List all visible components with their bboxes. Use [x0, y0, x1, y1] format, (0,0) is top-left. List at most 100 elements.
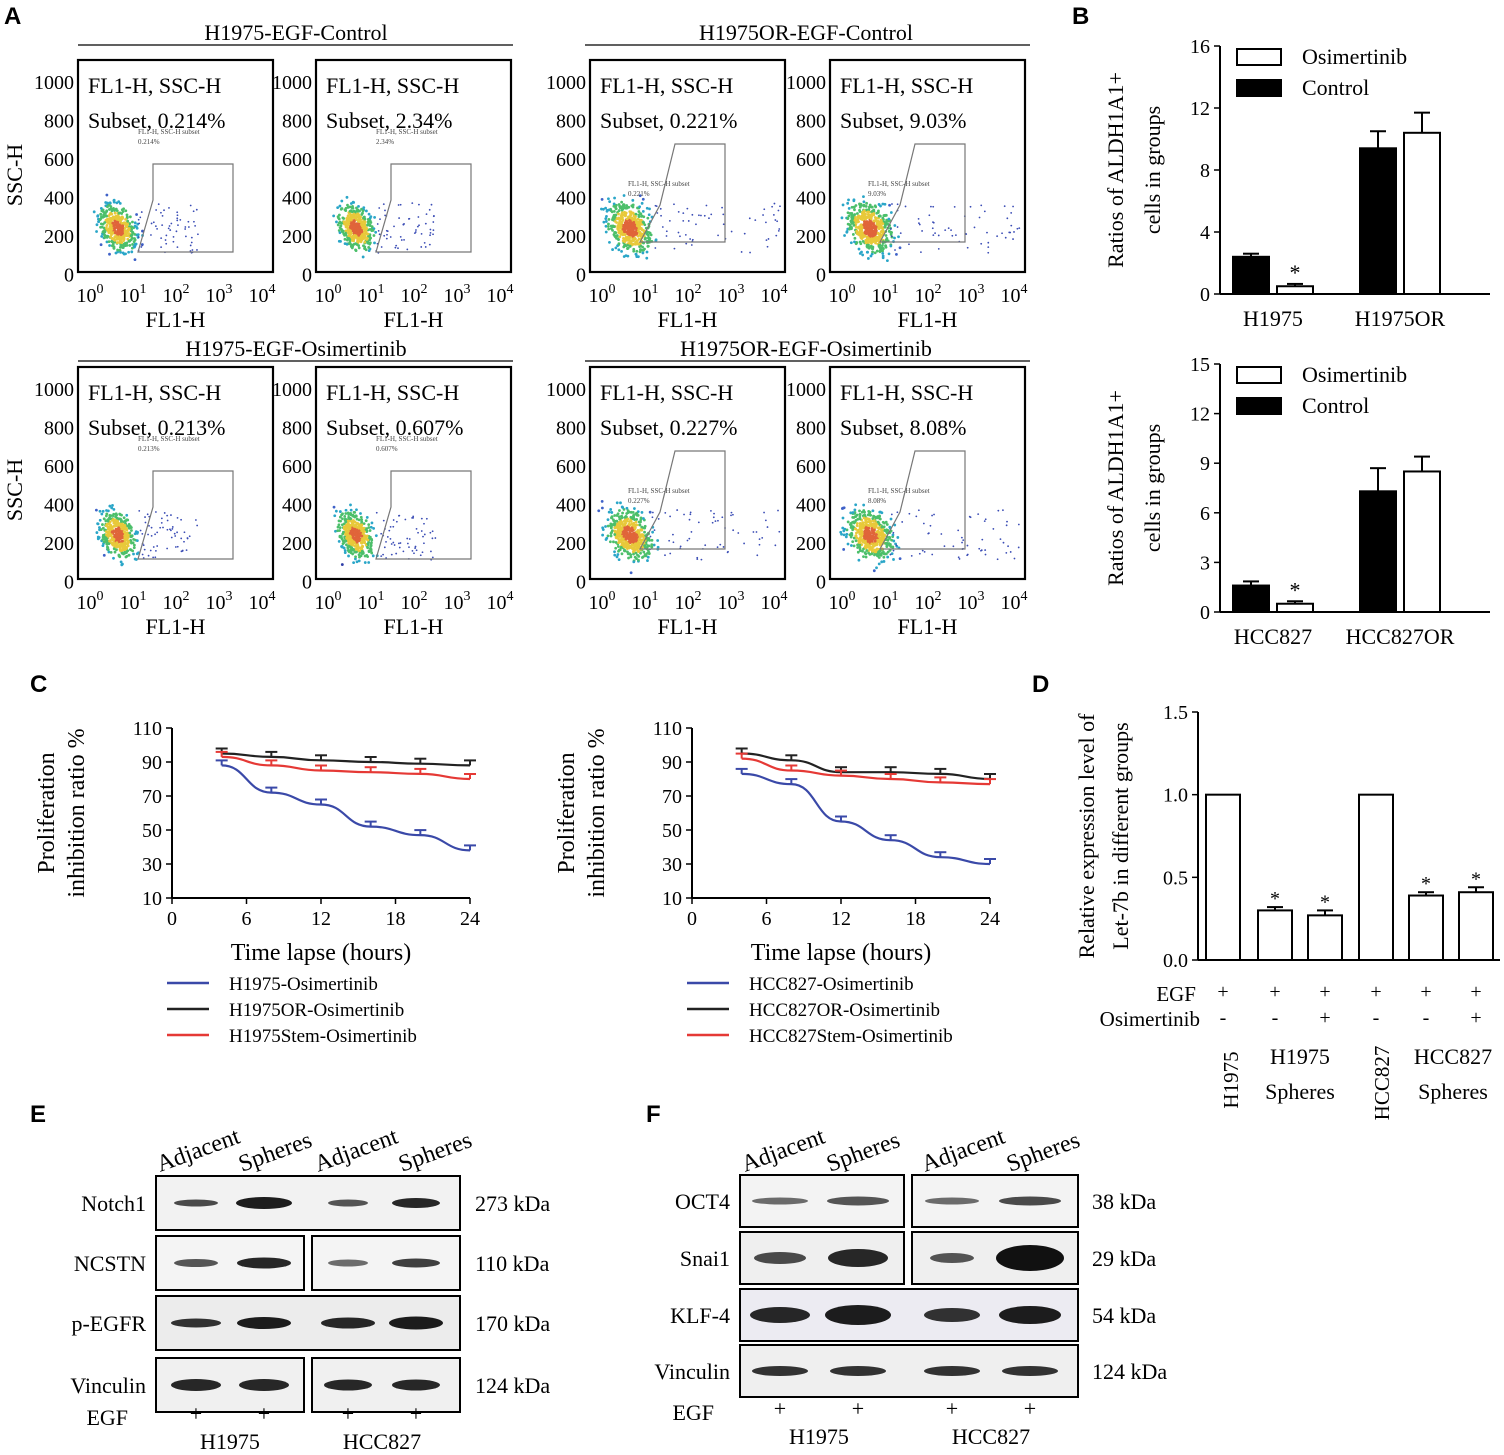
blot-band	[999, 1306, 1061, 1324]
panel-label-b: B	[1072, 3, 1089, 30]
x-tick-label: 18	[386, 908, 406, 930]
egf-plus: +	[342, 1401, 354, 1426]
bar	[1276, 285, 1314, 295]
blot-band	[321, 1317, 375, 1329]
y-axis-label: Proliferation	[554, 752, 580, 873]
y-tick-label: 110	[133, 718, 162, 740]
gate-polygon	[878, 450, 966, 550]
bar	[1232, 584, 1270, 614]
blot-band	[825, 1305, 891, 1325]
y-axis-label: inhibition ratio %	[584, 728, 610, 897]
flow-xtick: 103	[718, 282, 745, 307]
series-line	[741, 752, 991, 781]
y-axis-label: cells in groups	[1140, 424, 1165, 552]
blot-kda-label: 38 kDa	[1092, 1189, 1156, 1214]
significance-star: *	[1270, 888, 1280, 910]
x-tick-label: 0	[167, 908, 177, 930]
blot-band	[392, 1198, 440, 1208]
blot-band	[392, 1379, 440, 1391]
bar	[1276, 602, 1314, 614]
flow-xtick: 101	[632, 589, 659, 614]
flow-xtick: 101	[872, 589, 899, 614]
x-category-label: H1975	[1243, 306, 1303, 331]
blot-row-label: KLF-4	[670, 1303, 730, 1328]
flow-ytick: 800	[44, 111, 74, 133]
bar	[1232, 255, 1270, 295]
flow-ytick: 0	[816, 572, 826, 594]
blot-row-label: Vinculin	[654, 1359, 730, 1384]
flow-ytick: 400	[282, 495, 312, 517]
blot-row-label: NCSTN	[74, 1251, 146, 1276]
flow-ytick: 0	[64, 572, 74, 594]
blot-kda-label: 29 kDa	[1092, 1246, 1156, 1271]
y-tick-label: 16	[1190, 36, 1210, 58]
y-tick-label: 50	[142, 820, 162, 842]
x-category-label: H1975OR	[1355, 306, 1446, 331]
flow-group-title: H1975-EGF-Control	[204, 20, 387, 45]
gate-small-pct: 0.213%	[138, 445, 160, 453]
y-tick-label: 12	[1190, 404, 1210, 426]
flow-ytick: 1000	[272, 379, 312, 401]
legend-swatch	[1236, 397, 1282, 415]
flow-xlabel: FL1-H	[384, 307, 444, 332]
flow-xtick: 104	[761, 282, 788, 307]
gate-small-label: FL1-H, SSC-H subset	[138, 128, 200, 136]
flow-ytick: 800	[282, 111, 312, 133]
gate-subset: Subset, 0.227%	[600, 415, 738, 440]
egf-sign: +	[1420, 981, 1431, 1003]
bar	[1359, 147, 1397, 295]
x-category-label: HCC827	[1234, 624, 1312, 649]
flow-ytick: 1000	[272, 72, 312, 94]
cell-line-label: HCC827	[952, 1424, 1030, 1449]
y-tick-label: 1.0	[1163, 785, 1188, 807]
osimertinib-sign: -	[1373, 1007, 1380, 1029]
flow-xlabel: FL1-H	[658, 307, 718, 332]
chart-b-bottom: 0 3 6 9 12 15 Ratios of ALDH1A1+ cells in group…	[1103, 354, 1490, 649]
blot-band	[328, 1199, 368, 1207]
bar	[1358, 793, 1394, 962]
gate-polygon	[375, 470, 472, 560]
series-line	[221, 752, 471, 767]
blot-band	[752, 1197, 808, 1205]
flow-xlabel: FL1-H	[658, 614, 718, 639]
y-tick-label: 6	[1200, 503, 1210, 525]
flow-group-title: H1975OR-EGF-Osimertinib	[680, 336, 932, 361]
y-tick-label: 10	[142, 888, 162, 910]
gate-small-pct: 0.607%	[376, 445, 398, 453]
group-label: Spheres	[1418, 1079, 1488, 1104]
flow-ytick: 200	[282, 226, 312, 248]
gate-small-pct: 0.227%	[628, 497, 650, 505]
gate-polygon	[137, 470, 234, 560]
significance-star: *	[1320, 891, 1330, 913]
y-tick-label: 9	[1200, 453, 1210, 475]
flow-ytick: 400	[796, 495, 826, 517]
blot-row-label: OCT4	[675, 1189, 730, 1214]
osimertinib-sign: -	[1423, 1007, 1430, 1029]
flow-ytick: 800	[796, 111, 826, 133]
chart-d: 0.0 0.5 1.0 1.5 Relative expression level of…	[1074, 702, 1500, 1120]
gate-title: FL1-H, SSC-H	[840, 380, 973, 405]
gate-small-label: FL1-H, SSC-H subset	[628, 180, 690, 188]
flow-xtick: 104	[249, 589, 276, 614]
legend-label: Control	[1302, 75, 1369, 100]
y-tick-label: 10	[662, 888, 682, 910]
flow-ytick: 1000	[546, 72, 586, 94]
gate-small-pct: 0.214%	[138, 138, 160, 146]
egf-sign: +	[1217, 981, 1228, 1003]
blot-kda-label: 124 kDa	[1092, 1359, 1167, 1384]
gate-polygon	[375, 163, 472, 253]
flow-ytick: 200	[556, 226, 586, 248]
flow-ytick: 800	[44, 418, 74, 440]
egf-sign: +	[1269, 981, 1280, 1003]
bar	[1359, 490, 1397, 614]
flow-xtick: 101	[358, 589, 385, 614]
flow-xtick: 103	[718, 589, 745, 614]
flow-xtick: 104	[487, 282, 514, 307]
gate-small-label: FL1-H, SSC-H subset	[868, 487, 930, 495]
panel-label-d: D	[1032, 671, 1049, 698]
y-axis-label: cells in groups	[1140, 106, 1165, 234]
gate-subset: Subset, 0.213%	[88, 415, 226, 440]
flow-ylabel: SSC-H	[2, 459, 27, 521]
